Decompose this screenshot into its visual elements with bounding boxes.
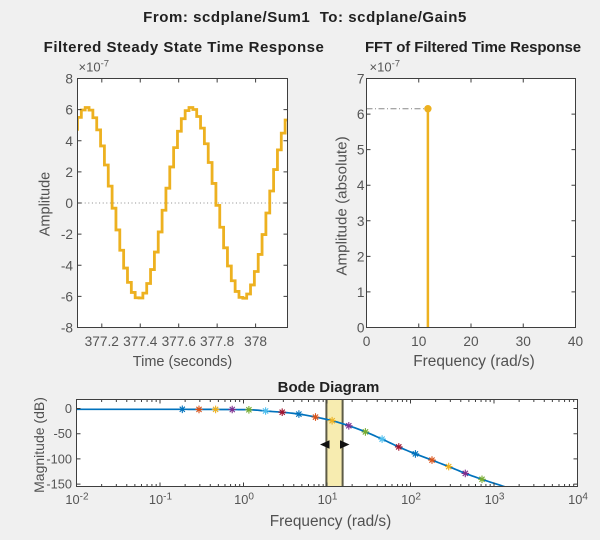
svg-text:0: 0	[65, 196, 73, 211]
svg-text:Magnitude (dB): Magnitude (dB)	[31, 397, 47, 493]
svg-text:2: 2	[65, 165, 73, 180]
svg-text:377.8: 377.8	[200, 334, 235, 349]
svg-text:377.4: 377.4	[123, 334, 158, 349]
svg-text:4: 4	[357, 178, 365, 193]
svg-text:From: scdplane/Sum1 To: scdpl: From: scdplane/Sum1 To: scdplane/Gain5	[143, 9, 467, 26]
svg-text:40: 40	[568, 334, 584, 349]
svg-text:FFT of Filtered Time Response: FFT of Filtered Time Response	[365, 39, 581, 56]
svg-text:-100: -100	[46, 451, 72, 466]
svg-text:3: 3	[357, 214, 365, 229]
svg-text:0: 0	[65, 401, 72, 416]
svg-text:-6: -6	[61, 289, 74, 304]
svg-text:Frequency (rad/s): Frequency (rad/s)	[413, 353, 534, 370]
svg-text:Time (seconds): Time (seconds)	[133, 354, 232, 370]
svg-text:6: 6	[65, 103, 73, 118]
svg-text:7: 7	[357, 72, 365, 87]
svg-text:20: 20	[463, 334, 479, 349]
svg-text:4: 4	[65, 134, 73, 149]
svg-text:0: 0	[357, 321, 365, 336]
svg-text:1: 1	[357, 285, 365, 300]
svg-text:377.6: 377.6	[162, 334, 197, 349]
svg-text:-4: -4	[61, 258, 74, 273]
svg-text:-50: -50	[54, 426, 73, 441]
svg-text:378: 378	[244, 334, 267, 349]
svg-text:0: 0	[363, 334, 371, 349]
svg-text:Amplitude: Amplitude	[38, 172, 54, 236]
svg-text:2: 2	[357, 249, 365, 264]
svg-text:Bode Diagram: Bode Diagram	[278, 379, 380, 396]
svg-text:8: 8	[65, 72, 73, 87]
svg-text:6: 6	[357, 107, 365, 122]
svg-text:-150: -150	[46, 477, 72, 492]
svg-text:-8: -8	[61, 321, 74, 336]
svg-text:5: 5	[357, 143, 365, 158]
svg-text:Frequency (rad/s): Frequency (rad/s)	[270, 513, 391, 530]
svg-text:-2: -2	[61, 227, 73, 242]
svg-text:Filtered Steady State Time Res: Filtered Steady State Time Response	[44, 39, 325, 56]
svg-text:377.2: 377.2	[85, 334, 119, 349]
svg-text:Amplitude (absolute): Amplitude (absolute)	[334, 136, 351, 275]
svg-text:30: 30	[516, 334, 532, 349]
svg-text:10: 10	[411, 334, 427, 349]
